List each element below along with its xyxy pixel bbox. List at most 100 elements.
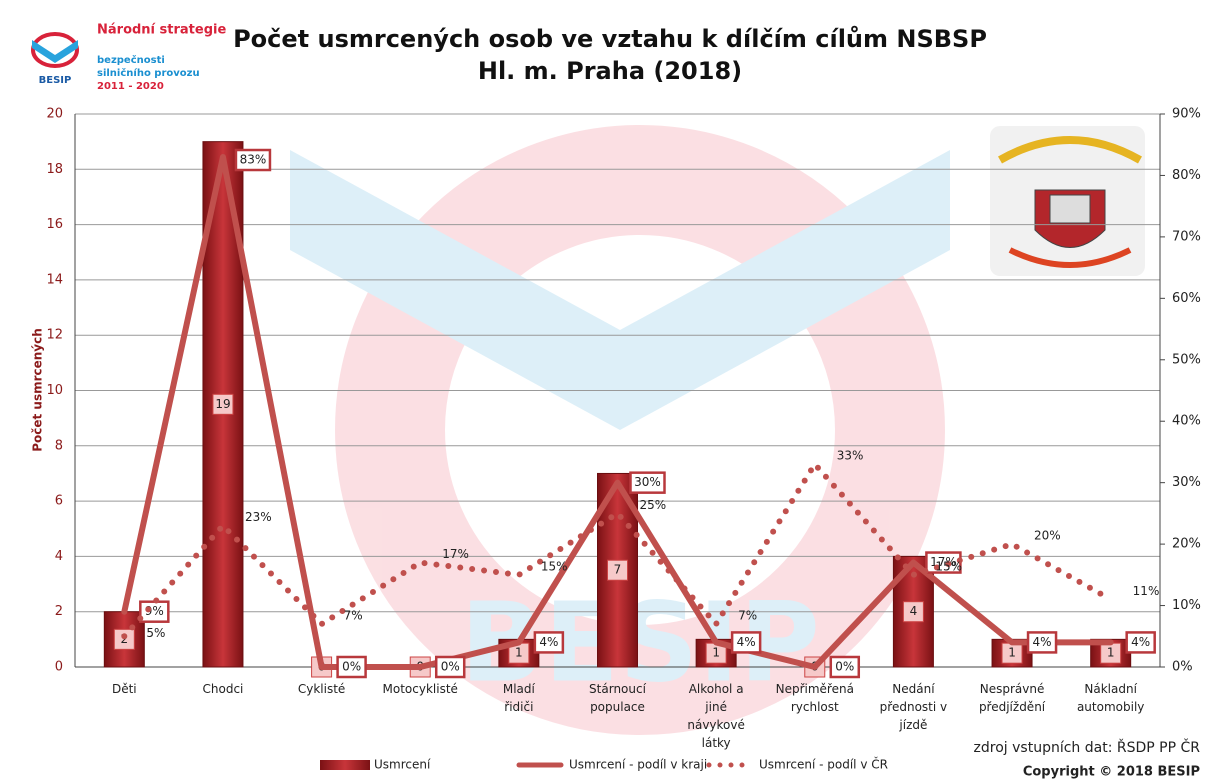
x-tick-label: Cyklisté: [298, 682, 345, 696]
bar-label: 7: [614, 563, 622, 577]
x-tick-label: Mladí řidiči: [503, 682, 536, 714]
x-tick-line: Cyklisté: [298, 682, 345, 696]
chart-title: Počet usmrcených osob ve vztahu k dílčím…: [233, 25, 987, 53]
x-tick-line: Motocyklisté: [383, 682, 458, 696]
bar-label-box: [607, 559, 628, 581]
legend-label: Usmrcení - podíl v ČR: [759, 757, 888, 772]
x-tick-line: rychlost: [791, 700, 839, 714]
x-tick-label: Nedání přednosti v jízdě: [880, 682, 947, 732]
series-label: 17%: [442, 547, 469, 561]
y2-tick-label: 70%: [1172, 229, 1201, 244]
logo-line: Národní strategie: [97, 23, 226, 38]
x-tick-line: jízdě: [898, 718, 927, 732]
y-tick-label: 2: [55, 604, 63, 619]
source: zdroj vstupních dat: ŘSDP PP ČR: [974, 738, 1201, 756]
x-tick-line: Chodci: [203, 682, 244, 696]
series-label: 30%: [634, 475, 661, 489]
y-tick-label: 10: [46, 383, 63, 398]
x-tick-line: jiné: [704, 700, 727, 714]
bar-label-box: [212, 393, 234, 415]
series-label: 4%: [1131, 635, 1150, 649]
x-tick-label: Chodci: [203, 682, 244, 696]
series-label: 33%: [837, 449, 864, 463]
x-tick-line: Nákladní: [1084, 682, 1137, 696]
bar-label: 19: [215, 397, 230, 411]
x-tick-label: Nesprávné předjíždění: [979, 682, 1046, 714]
x-tick-label: Alkohol a jiné návykové látky: [687, 682, 745, 750]
y-tick-label: 12: [46, 328, 63, 343]
bar-label: 1: [515, 646, 523, 660]
x-tick-line: látky: [702, 736, 731, 750]
series-line: [121, 461, 1114, 640]
y2-tick-label: 30%: [1172, 475, 1201, 490]
y-tick-label: 20: [46, 107, 63, 122]
series-label-box: [629, 471, 666, 494]
logo: BESIP: [31, 32, 79, 86]
x-tick-line: řidiči: [504, 700, 533, 714]
y2-tick-label: 20%: [1172, 537, 1201, 552]
bar-label: 1: [1008, 646, 1016, 660]
y-tick-label: 16: [46, 217, 63, 232]
series-label: 7%: [738, 608, 757, 622]
x-tick-line: přednosti v: [880, 700, 947, 714]
x-tick-line: Nedání: [892, 682, 935, 696]
series-label-box: [1026, 631, 1058, 654]
y-tick-label: 0: [55, 660, 63, 675]
x-tick-line: předjíždění: [979, 700, 1046, 714]
x-tick-line: Nepřiměřená: [776, 682, 854, 696]
x-tick-line: Stárnoucí: [589, 682, 647, 696]
series-label-box: [829, 655, 861, 679]
x-tick-line: populace: [590, 700, 645, 714]
series-label: 4%: [539, 635, 558, 649]
series-label: 15%: [935, 559, 962, 573]
bar-label: 1: [1107, 646, 1115, 660]
bar-label: 1: [712, 646, 720, 660]
series-line: [121, 154, 1114, 670]
logo-brand: BESIP: [39, 75, 72, 86]
logo-line: silničního provozu: [97, 67, 200, 79]
series-label: 7%: [344, 608, 363, 622]
bar-label-box: [902, 601, 924, 623]
y-tick-label: 6: [55, 494, 63, 509]
copyright: Copyright © 2018 BESIP: [1023, 765, 1200, 780]
x-tick-line: automobily: [1077, 700, 1144, 714]
logo-line: 2011 - 2020: [97, 81, 164, 92]
series-label-box: [234, 148, 272, 172]
bar-label-box: [113, 628, 135, 650]
x-tick-label: Nákladní automobily: [1077, 682, 1144, 714]
x-tick-line: Mladí: [503, 682, 536, 696]
x-tick-label: Nepřiměřená rychlost: [776, 682, 854, 714]
series-label-box: [434, 655, 466, 679]
series-label: 20%: [1034, 529, 1061, 543]
legend-label: Usmrcení - podíl v kraji: [569, 758, 707, 772]
series-label-box: [336, 655, 367, 679]
series-label: 23%: [245, 510, 272, 524]
series-label-box: [730, 631, 762, 654]
series-label-box: [1125, 631, 1156, 654]
logo-line: bezpečnosti: [97, 54, 165, 66]
y2-tick-label: 10%: [1172, 598, 1201, 613]
y2-tick-label: 50%: [1172, 352, 1201, 367]
y-tick-label: 8: [55, 438, 63, 453]
chart-title: Hl. m. Praha (2018): [478, 57, 742, 85]
y-tick-label: 14: [46, 272, 63, 287]
y2-tick-label: 80%: [1172, 168, 1201, 183]
series-label: 83%: [240, 153, 267, 167]
series-label: 4%: [737, 635, 756, 649]
legend-swatch: [320, 760, 370, 770]
y2-tick-label: 60%: [1172, 291, 1201, 306]
x-tick-label: Děti: [112, 682, 137, 696]
series-label: 5%: [146, 626, 165, 640]
coat-of-arms: [990, 126, 1145, 276]
series-label: 0%: [342, 660, 361, 674]
series-label: 4%: [1033, 635, 1052, 649]
x-tick-line: Děti: [112, 682, 137, 696]
series-label-box: [533, 631, 565, 654]
legend-label: Usmrcení: [374, 758, 431, 772]
x-tick-line: návykové: [687, 718, 745, 732]
bar-label: 4: [910, 604, 918, 618]
y-axis-label: Počet usmrcených: [31, 328, 45, 452]
series-label: 0%: [441, 660, 460, 674]
x-tick-label: Motocyklisté: [383, 682, 458, 696]
watermark: BESIP: [290, 125, 950, 735]
